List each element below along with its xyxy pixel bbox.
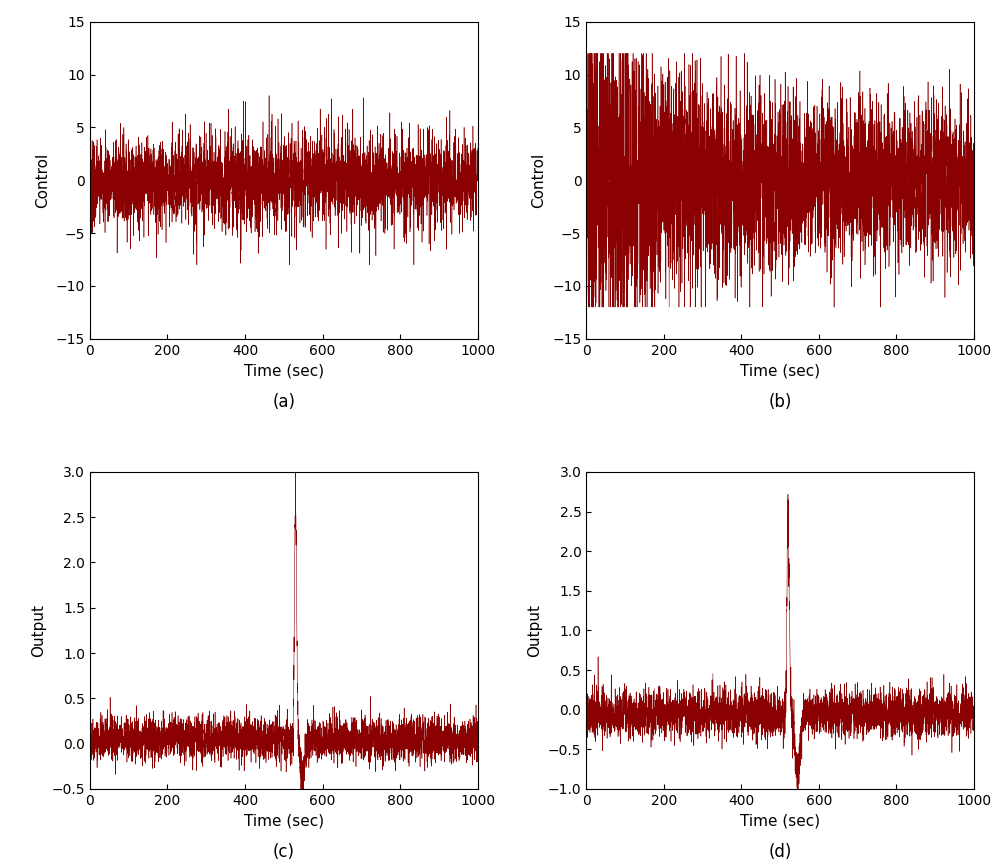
X-axis label: Time (sec): Time (sec)	[740, 363, 820, 378]
Text: (a): (a)	[273, 393, 296, 411]
X-axis label: Time (sec): Time (sec)	[244, 813, 324, 828]
Text: (c): (c)	[273, 843, 295, 861]
Text: (b): (b)	[768, 393, 792, 411]
X-axis label: Time (sec): Time (sec)	[740, 813, 820, 828]
Y-axis label: Control: Control	[35, 153, 50, 208]
Y-axis label: Control: Control	[531, 153, 546, 208]
X-axis label: Time (sec): Time (sec)	[244, 363, 324, 378]
Y-axis label: Output: Output	[31, 604, 46, 657]
Y-axis label: Output: Output	[527, 604, 542, 657]
Text: (d): (d)	[768, 843, 792, 861]
